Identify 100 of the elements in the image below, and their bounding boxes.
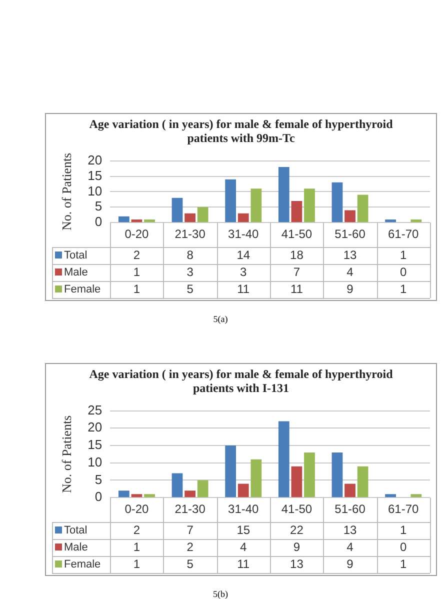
data-label: 11 xyxy=(290,282,304,296)
data-label: 8 xyxy=(186,248,194,262)
data-label: 11 xyxy=(237,556,250,571)
data-label: 13 xyxy=(343,248,358,262)
bar xyxy=(357,194,368,222)
bar xyxy=(304,188,315,222)
y-tick-label: 10 xyxy=(88,183,102,198)
bar xyxy=(410,220,422,222)
bar xyxy=(291,466,302,498)
data-label: 4 xyxy=(346,264,354,279)
bar xyxy=(332,452,343,498)
bar xyxy=(344,484,356,498)
data-label: 18 xyxy=(290,248,304,262)
y-tick-label: 25 xyxy=(88,402,102,418)
y-tick-label: 15 xyxy=(88,437,102,452)
chart-title: Age variation ( in years) for male & female of hyperthyroid patients with 99m-Tc xyxy=(88,116,394,145)
legend-label: Male xyxy=(64,266,88,279)
bar xyxy=(131,220,142,222)
bar xyxy=(172,198,183,222)
bar xyxy=(144,220,155,222)
data-label: 4 xyxy=(346,540,354,554)
y-tick-label: 20 xyxy=(88,420,102,435)
bar xyxy=(344,210,356,222)
data-label: 9 xyxy=(346,282,354,296)
bar xyxy=(357,466,368,498)
data-label: 1 xyxy=(133,282,140,296)
y-tick-label: 15 xyxy=(88,168,102,183)
y-tick-label: 0 xyxy=(94,214,102,230)
bar xyxy=(250,188,262,222)
bar xyxy=(197,207,208,222)
x-tick-label: 51-60 xyxy=(334,227,366,242)
bar xyxy=(144,494,155,498)
x-tick-label: 41-50 xyxy=(281,502,312,516)
data-label: 1 xyxy=(133,556,140,571)
data-label: 1 xyxy=(133,540,140,554)
bar xyxy=(184,490,196,498)
bar xyxy=(304,452,315,498)
bar xyxy=(278,421,290,498)
data-label: 1 xyxy=(400,522,407,537)
data-label: 7 xyxy=(186,522,194,537)
data-label: 0 xyxy=(400,540,407,554)
y-axis-title: No. of Patients xyxy=(59,415,74,494)
data-label: 0 xyxy=(400,264,407,279)
bar xyxy=(385,494,396,498)
x-tick-label: 31-40 xyxy=(228,227,260,242)
data-label: 2 xyxy=(133,248,140,262)
y-axis-title: No. of Patients xyxy=(59,152,74,231)
data-label: 3 xyxy=(186,264,194,279)
data-label: 15 xyxy=(236,522,250,537)
x-tick-label: 61-70 xyxy=(388,502,420,516)
y-tick-label: 0 xyxy=(94,489,102,504)
data-label: 7 xyxy=(293,264,300,279)
data-label: 4 xyxy=(240,540,248,554)
legend-label: Male xyxy=(64,542,88,554)
bar xyxy=(238,213,249,222)
legend-label: Female xyxy=(64,558,101,571)
data-label: 2 xyxy=(186,540,194,554)
legend-label: Total xyxy=(64,250,88,262)
data-label: 2 xyxy=(133,522,140,537)
legend-label: Total xyxy=(64,524,88,537)
bar xyxy=(184,213,196,222)
data-label: 1 xyxy=(400,282,407,296)
data-label: 13 xyxy=(290,556,304,571)
x-tick-label: 61-70 xyxy=(388,227,420,242)
bar xyxy=(385,220,396,222)
bar xyxy=(238,484,249,498)
bar xyxy=(332,182,343,222)
data-label: 11 xyxy=(237,282,250,296)
legend-label: Female xyxy=(64,284,101,296)
bar xyxy=(118,216,130,222)
data-label: 1 xyxy=(400,556,407,571)
data-label: 22 xyxy=(290,522,304,537)
data-label: 3 xyxy=(240,264,248,279)
data-label: 5 xyxy=(186,556,194,571)
x-tick-label: 51-60 xyxy=(334,502,366,516)
x-tick-label: 41-50 xyxy=(281,227,312,242)
x-tick-label: 31-40 xyxy=(228,502,260,516)
y-tick-label: 20 xyxy=(88,152,102,168)
bar xyxy=(410,494,422,498)
data-label: 5 xyxy=(186,282,194,296)
y-tick-label: 5 xyxy=(94,198,102,214)
text: 5(b) xyxy=(212,589,229,599)
y-tick-label: 10 xyxy=(88,454,102,470)
bar xyxy=(131,494,142,498)
bar xyxy=(225,446,236,498)
bar xyxy=(118,490,130,498)
x-tick-label: 0-20 xyxy=(124,227,150,242)
data-label: 9 xyxy=(293,540,300,554)
bar xyxy=(172,473,183,498)
bar xyxy=(197,480,208,498)
bar xyxy=(225,179,236,222)
data-label: 13 xyxy=(343,522,358,537)
text: 5(a) xyxy=(212,314,229,324)
data-label: 9 xyxy=(346,556,354,571)
bar xyxy=(291,200,302,222)
data-label: 1 xyxy=(400,248,407,262)
y-tick-label: 5 xyxy=(94,472,102,487)
x-tick-label: 21-30 xyxy=(174,502,206,516)
x-tick-label: 21-30 xyxy=(174,227,206,242)
chart-title: Age variation ( in years) for male & female of hyperthyroid patients with I-131 xyxy=(88,366,394,395)
